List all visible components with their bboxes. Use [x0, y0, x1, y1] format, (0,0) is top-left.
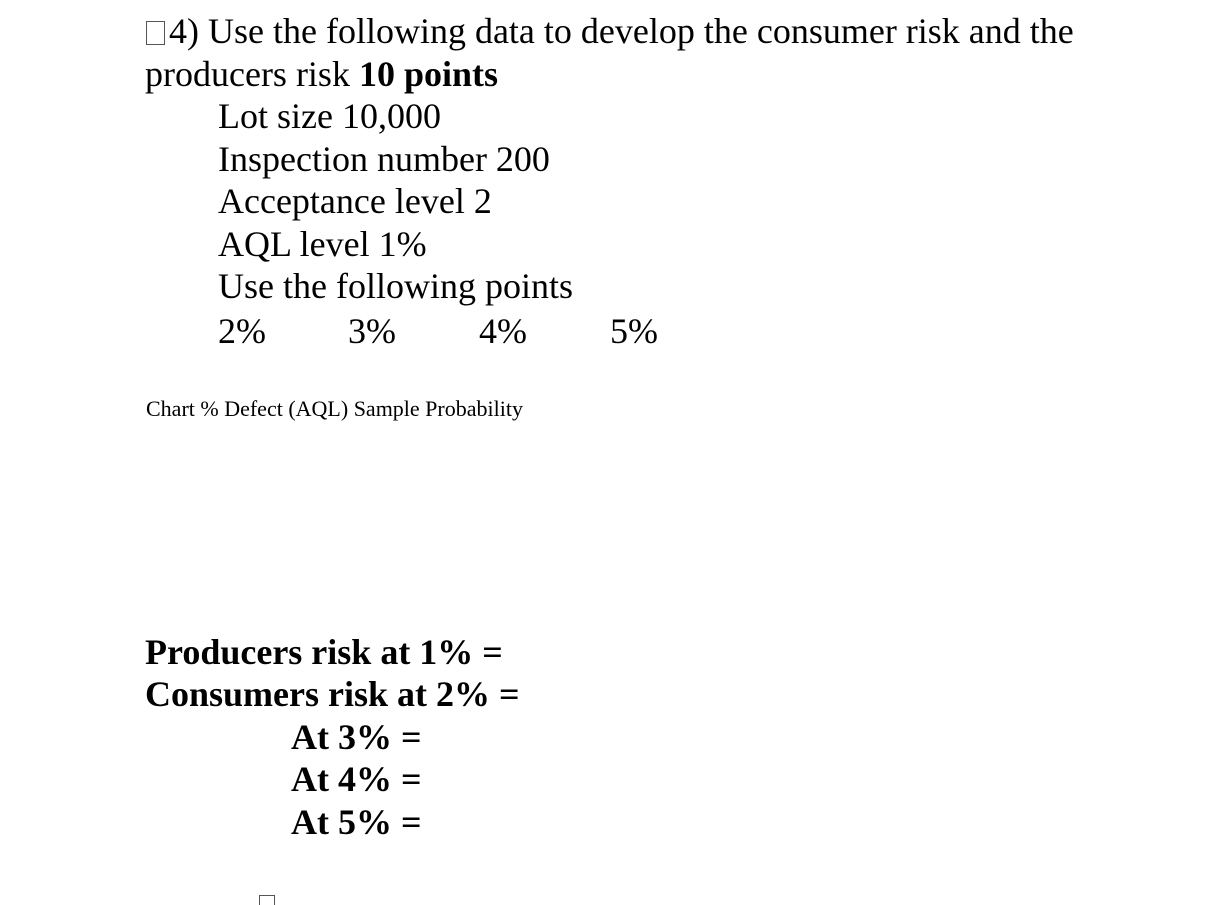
lot-size: Lot size 10,000: [218, 96, 441, 136]
at-3-percent: At 3% =: [291, 717, 422, 757]
consumers-risk: Consumers risk at 2% =: [145, 674, 520, 714]
question-intro: 4) Use the following data to develop the…: [146, 10, 1074, 52]
inspection-number: Inspection number 200: [218, 139, 550, 179]
point-3-percent: 3%: [348, 311, 396, 351]
question-intro-text: 4) Use the following data to develop the…: [169, 11, 1074, 51]
aql-level: AQL level 1%: [218, 224, 427, 264]
chart-caption: Chart % Defect (AQL) Sample Probability: [146, 396, 523, 421]
producers-risk: Producers risk at 1% =: [145, 632, 503, 672]
point-5-percent: 5%: [610, 311, 658, 351]
at-4-percent: At 4% =: [291, 759, 422, 799]
at-5-percent: At 5% =: [291, 802, 422, 842]
question-line-2-text: producers risk: [145, 54, 359, 94]
use-points-label: Use the following points: [218, 266, 573, 306]
placeholder-glyph-icon: [259, 895, 275, 905]
checkbox-icon: [146, 21, 165, 45]
acceptance-level: Acceptance level 2: [218, 181, 492, 221]
question-line-2: producers risk 10 points: [145, 53, 498, 95]
points-value: 10 points: [358, 54, 498, 94]
point-2-percent: 2%: [218, 311, 266, 351]
point-4-percent: 4%: [479, 311, 527, 351]
